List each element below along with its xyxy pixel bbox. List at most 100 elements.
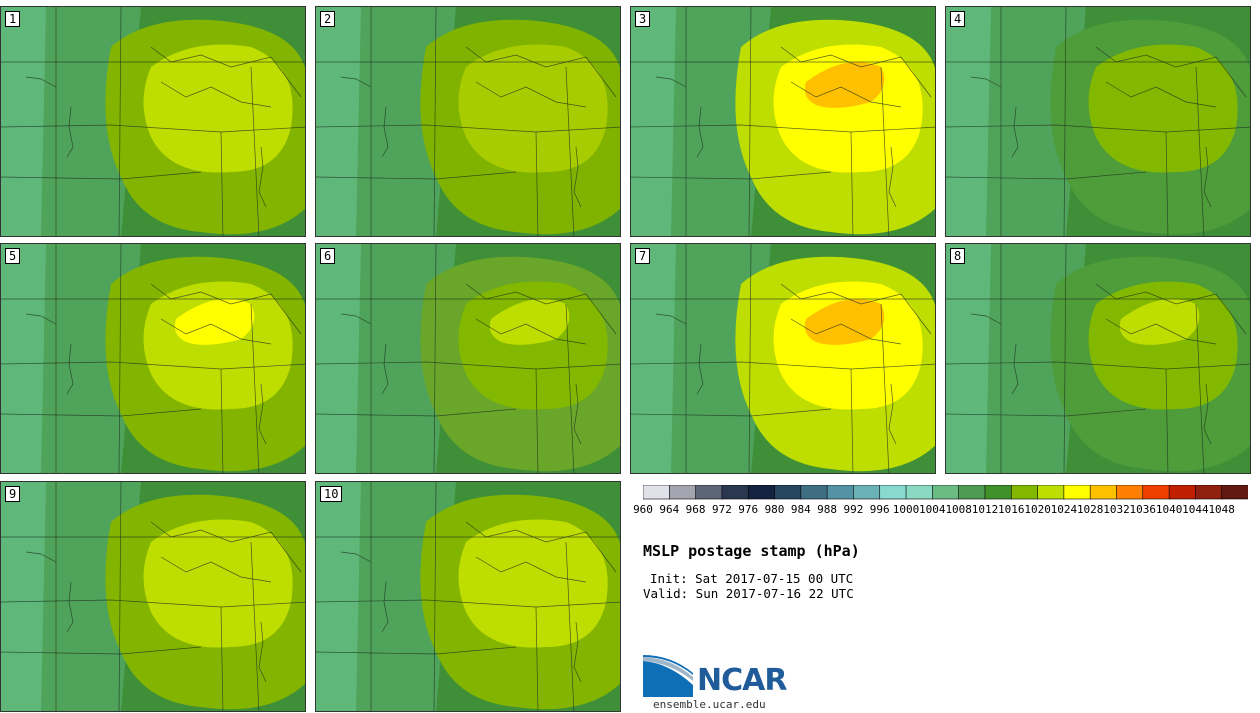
- colorbar-tick-label: 980: [764, 503, 785, 516]
- border-line: [1195, 66, 1205, 236]
- colorbar-tick-label: 984: [790, 503, 811, 516]
- pressure-colorbar: [643, 485, 1248, 500]
- colorbar-swatch: [1142, 485, 1170, 500]
- colorbar-tick-label: 960: [633, 503, 653, 516]
- border-line: [748, 244, 752, 473]
- border-line: [696, 343, 704, 395]
- border-line: [25, 313, 57, 325]
- colorbar-swatch: [932, 485, 960, 500]
- border-line: [748, 7, 752, 236]
- colorbar-swatch: [1010, 485, 1039, 500]
- border-line: [880, 303, 890, 473]
- border-line: [573, 146, 582, 208]
- colorbar-swatch: [826, 485, 855, 500]
- colorbar-tick-label: 1016: [998, 503, 1025, 516]
- colorbar-tick-label: 1000: [892, 503, 920, 516]
- member-label: 7: [635, 248, 651, 264]
- member-panel-9: 9: [0, 481, 306, 712]
- border-line: [850, 368, 854, 473]
- border-line: [381, 581, 389, 633]
- colorbar-swatch: [1116, 485, 1144, 500]
- colorbar-swatch: [800, 485, 828, 500]
- border-line: [535, 368, 539, 473]
- pressure-region-inner: [1088, 44, 1238, 173]
- pressure-region-inner: [1088, 281, 1238, 410]
- border-line: [150, 46, 302, 98]
- border-line: [1105, 81, 1217, 108]
- border-line: [790, 318, 902, 345]
- colorbar-tick-label: 1048: [1208, 503, 1235, 516]
- border-line: [475, 318, 587, 345]
- border-line: [316, 408, 517, 417]
- border-line: [340, 76, 372, 88]
- colorbar-swatch: [1168, 485, 1197, 500]
- border-line: [1063, 244, 1067, 473]
- border-line: [316, 646, 517, 655]
- colorbar-tick-label: 976: [738, 503, 759, 516]
- member-map: [316, 244, 620, 473]
- border-line: [573, 621, 582, 683]
- border-line: [465, 521, 617, 573]
- colorbar-tick-label: 988: [817, 503, 838, 516]
- border-line: [535, 131, 539, 236]
- member-label: 1: [5, 11, 21, 27]
- border-line: [160, 556, 272, 583]
- border-line: [66, 343, 74, 395]
- border-line: [565, 303, 575, 473]
- ncar-logo-text: NCAR: [697, 663, 787, 698]
- border-line: [880, 66, 890, 236]
- member-map: [631, 244, 935, 473]
- colorbar-tick-label: 972: [711, 503, 732, 516]
- border-line: [888, 383, 897, 445]
- border-line: [631, 171, 832, 180]
- border-line: [381, 106, 389, 158]
- pressure-region-inner: [773, 281, 923, 410]
- border-line: [780, 283, 932, 335]
- border-line: [220, 606, 224, 711]
- member-label: 9: [5, 486, 21, 502]
- colorbar-swatch: [1063, 485, 1091, 500]
- border-line: [25, 551, 57, 563]
- colorbar-tick-label: 992: [843, 503, 864, 516]
- member-map: [1, 482, 305, 711]
- border-line: [1165, 368, 1169, 473]
- border-line: [433, 244, 437, 473]
- border-line: [565, 541, 575, 711]
- border-line: [381, 343, 389, 395]
- border-line: [535, 606, 539, 711]
- colorbar-swatch: [721, 485, 750, 500]
- member-panel-8: 8: [945, 243, 1251, 474]
- member-panel-2: 2: [315, 6, 621, 237]
- pressure-region-inner: [143, 281, 293, 410]
- colorbar-swatch: [1195, 485, 1223, 500]
- pressure-region-peak: [804, 62, 885, 108]
- colorbar-swatch: [643, 485, 671, 500]
- colorbar-swatch: [958, 485, 986, 500]
- border-line: [150, 521, 302, 573]
- border-line: [1105, 318, 1217, 345]
- border-line: [250, 541, 260, 711]
- border-line: [220, 368, 224, 473]
- member-label: 4: [950, 11, 966, 27]
- colorbar-tick-label: 968: [685, 503, 706, 516]
- site-url: ensemble.ucar.edu: [653, 698, 766, 711]
- border-line: [970, 76, 1002, 88]
- member-label: 6: [320, 248, 336, 264]
- border-line: [258, 621, 267, 683]
- border-line: [1203, 383, 1212, 445]
- border-line: [970, 313, 1002, 325]
- colorbar-swatch: [1037, 485, 1065, 500]
- pressure-region-peak: [489, 299, 570, 345]
- border-line: [250, 66, 260, 236]
- border-line: [790, 81, 902, 108]
- border-line: [258, 146, 267, 208]
- border-line: [888, 146, 897, 208]
- member-map: [316, 7, 620, 236]
- border-line: [850, 131, 854, 236]
- border-line: [1, 408, 202, 417]
- member-label: 2: [320, 11, 336, 27]
- colorbar-swatch: [695, 485, 723, 500]
- member-panel-5: 5: [0, 243, 306, 474]
- border-line: [655, 76, 687, 88]
- border-line: [25, 76, 57, 88]
